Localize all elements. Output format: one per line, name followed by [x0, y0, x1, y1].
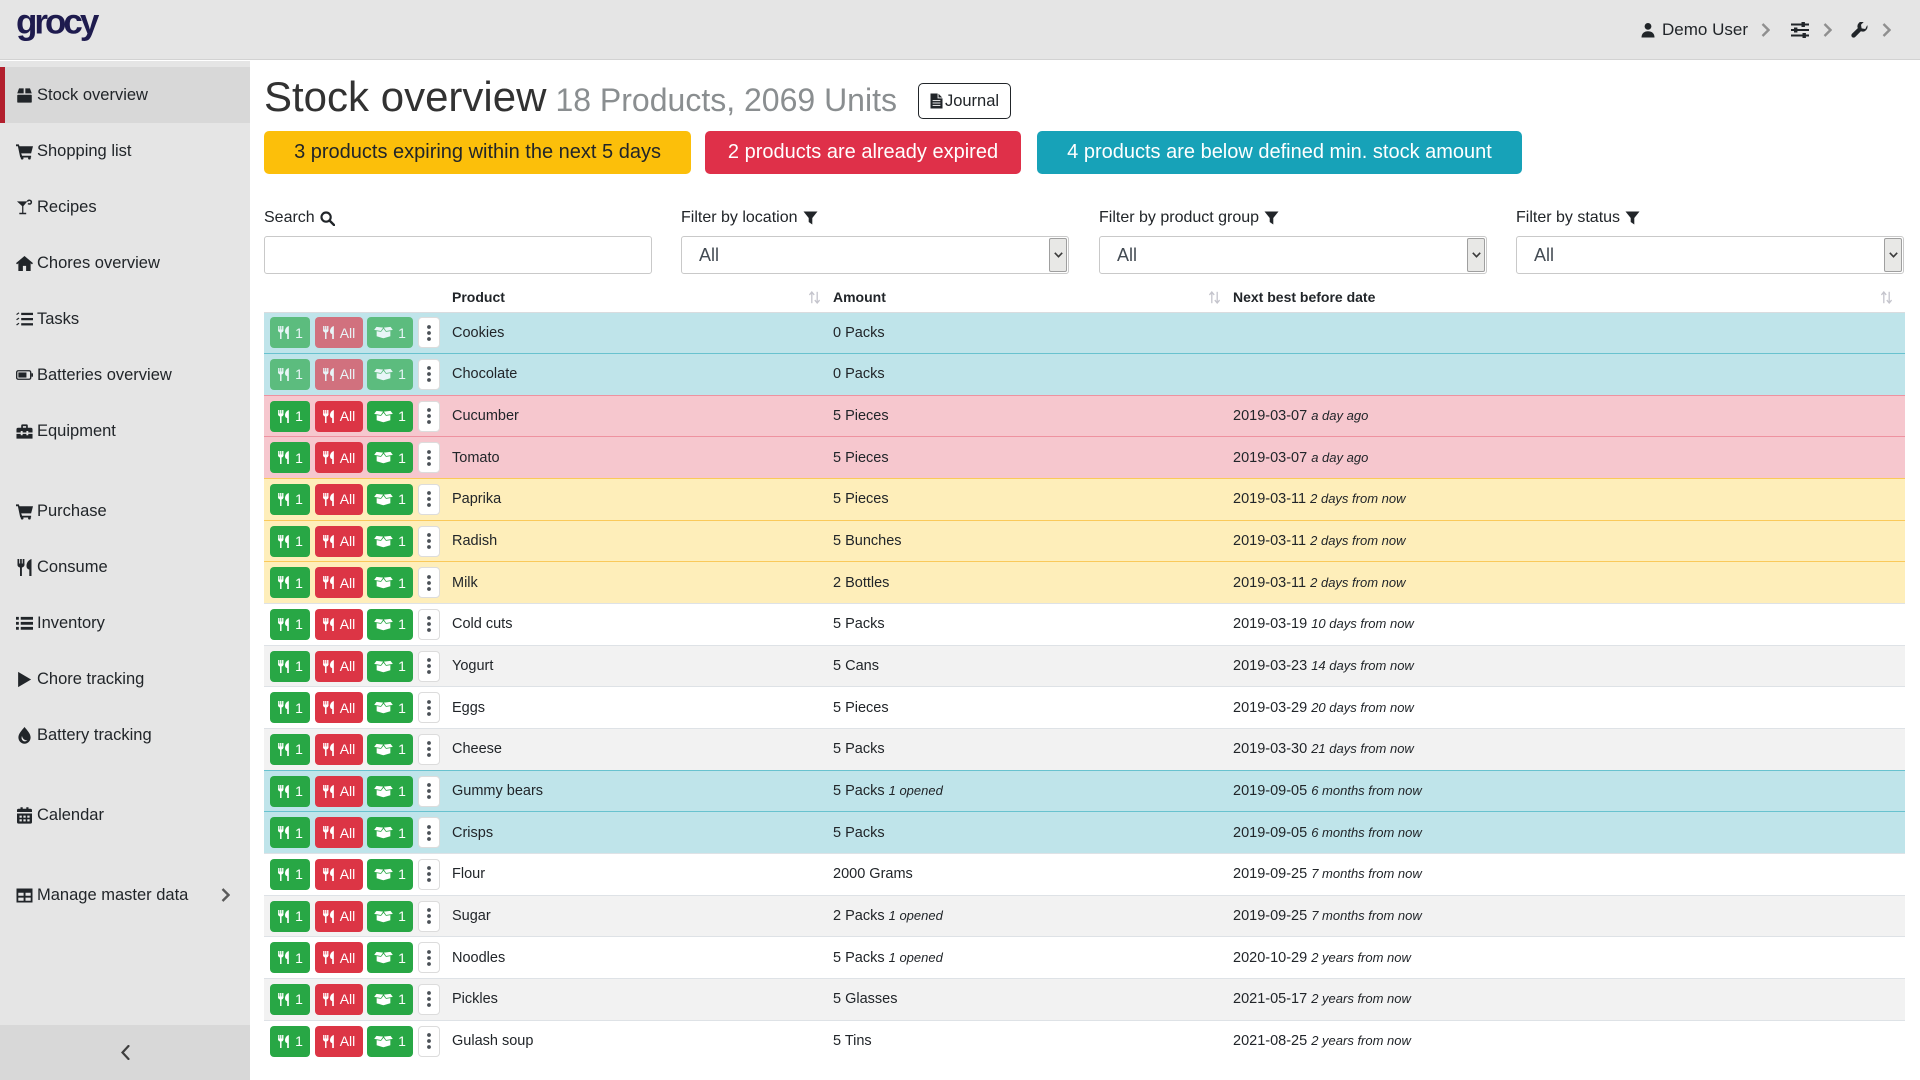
svg-text:grocy: grocy [16, 7, 100, 42]
